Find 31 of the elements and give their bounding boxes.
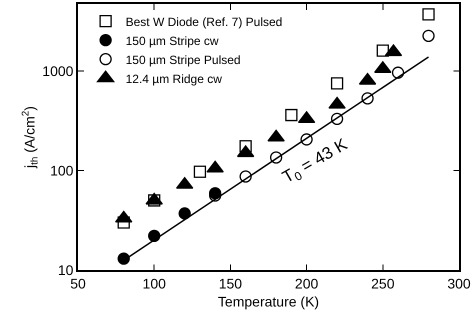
point <box>239 140 252 152</box>
legend-label: 150 µm Stripe cw <box>126 34 219 48</box>
point <box>178 207 191 220</box>
legend-label: 12.4 µm Ridge cw <box>126 72 222 86</box>
point <box>270 151 282 164</box>
x-tick-label: 250 <box>371 276 395 292</box>
legend-label: 150 µm Stripe Pulsed <box>126 52 241 67</box>
x-tick-label: 300 <box>447 276 471 292</box>
point <box>285 108 298 122</box>
y-tick-label: 100 <box>50 162 74 178</box>
point <box>376 44 389 57</box>
point <box>118 252 130 265</box>
x-tick-label: 100 <box>142 276 166 292</box>
point <box>148 194 160 207</box>
x-axis-title: Temperature (K) <box>218 293 320 310</box>
x-tick-label: 50 <box>70 276 86 292</box>
point <box>330 112 344 125</box>
point <box>330 77 344 90</box>
point <box>361 92 374 104</box>
x-tick-label: 150 <box>218 276 242 292</box>
point <box>422 8 435 20</box>
point <box>118 216 130 229</box>
point <box>194 166 206 178</box>
y-tick-label: 1000 <box>42 62 74 79</box>
legend-label: Best W Diode (Ref. 7) Pulsed <box>126 14 282 29</box>
point <box>300 133 313 146</box>
point <box>392 66 404 79</box>
y-tick-label: 10 <box>58 262 74 278</box>
x-tick-label: 200 <box>294 276 318 292</box>
point <box>422 30 435 42</box>
point <box>239 170 252 183</box>
